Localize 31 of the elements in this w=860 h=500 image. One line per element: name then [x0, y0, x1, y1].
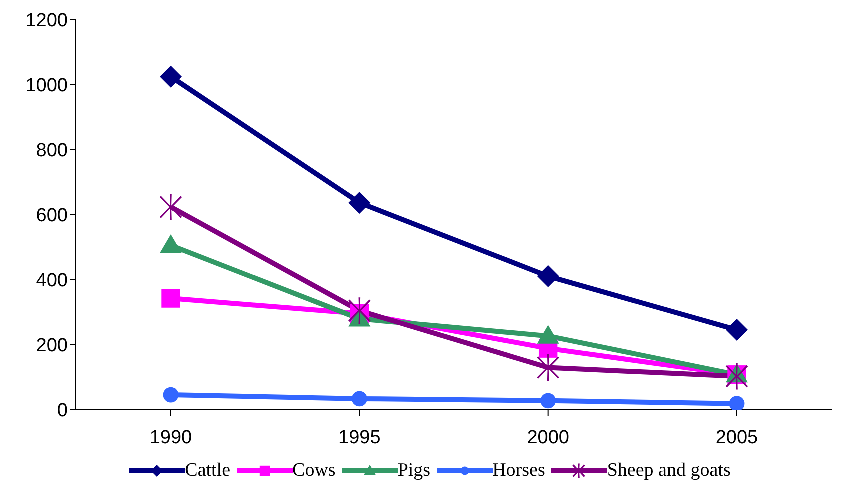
point	[729, 396, 745, 410]
point	[160, 66, 182, 88]
legend-label: Sheep and goats	[607, 460, 731, 482]
point	[163, 387, 179, 403]
legend-label: Horses	[492, 460, 546, 482]
point	[160, 234, 182, 254]
x-tick-label: 1990	[150, 427, 192, 448]
point	[348, 192, 371, 214]
x-tick-label: 1995	[338, 427, 381, 448]
y-tick-label: 800	[36, 140, 68, 162]
point	[348, 298, 371, 324]
y-tick-label: 1200	[26, 10, 68, 32]
point	[537, 354, 560, 381]
y-tick-label: 200	[36, 336, 68, 357]
point	[352, 391, 368, 407]
point	[726, 363, 748, 390]
point	[537, 265, 560, 288]
x-tick-label: 2005	[716, 427, 758, 448]
y-tick-label: 0	[57, 400, 68, 422]
y-tick-label: 600	[36, 206, 68, 227]
point	[540, 393, 556, 409]
y-tick-label: 1000	[26, 76, 68, 97]
y-tick-label: 400	[36, 270, 68, 292]
legend-label: Pigs	[398, 460, 431, 482]
point	[160, 194, 182, 220]
legend-label: Cows	[292, 460, 336, 482]
point	[537, 325, 560, 344]
point	[726, 319, 748, 342]
point	[162, 289, 180, 308]
legend-label: Cattle	[185, 460, 231, 482]
x-tick-label: 2000	[527, 427, 570, 448]
